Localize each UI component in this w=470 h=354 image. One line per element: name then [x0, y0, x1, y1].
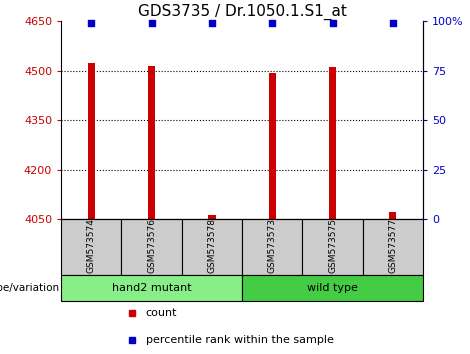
Point [87, 21, 95, 26]
Text: GSM573575: GSM573575 [328, 218, 337, 273]
Point [268, 21, 276, 26]
Bar [389, 212, 397, 219]
Text: count: count [146, 308, 177, 318]
Bar [302, 219, 363, 275]
Point [208, 21, 216, 26]
Bar [242, 275, 423, 301]
Point [389, 21, 397, 26]
Bar [61, 219, 121, 275]
Bar [121, 219, 182, 275]
Text: GSM573574: GSM573574 [87, 218, 96, 273]
Point [329, 21, 337, 26]
Title: GDS3735 / Dr.1050.1.S1_at: GDS3735 / Dr.1050.1.S1_at [138, 4, 346, 20]
Text: GSM573576: GSM573576 [147, 218, 156, 273]
Text: GSM573573: GSM573573 [268, 218, 277, 273]
Bar [87, 63, 95, 219]
Text: percentile rank within the sample: percentile rank within the sample [146, 335, 334, 345]
Bar [61, 275, 242, 301]
Bar [329, 67, 336, 219]
Bar [182, 219, 242, 275]
Bar [363, 219, 423, 275]
Text: GSM573578: GSM573578 [207, 218, 216, 273]
Bar [148, 66, 155, 219]
Bar [268, 73, 276, 219]
Text: hand2 mutant: hand2 mutant [112, 283, 191, 293]
Bar [208, 215, 216, 219]
Bar [242, 219, 302, 275]
Point [148, 21, 155, 26]
Text: genotype/variation: genotype/variation [0, 283, 60, 293]
Text: wild type: wild type [307, 283, 358, 293]
Text: GSM573577: GSM573577 [388, 218, 397, 273]
